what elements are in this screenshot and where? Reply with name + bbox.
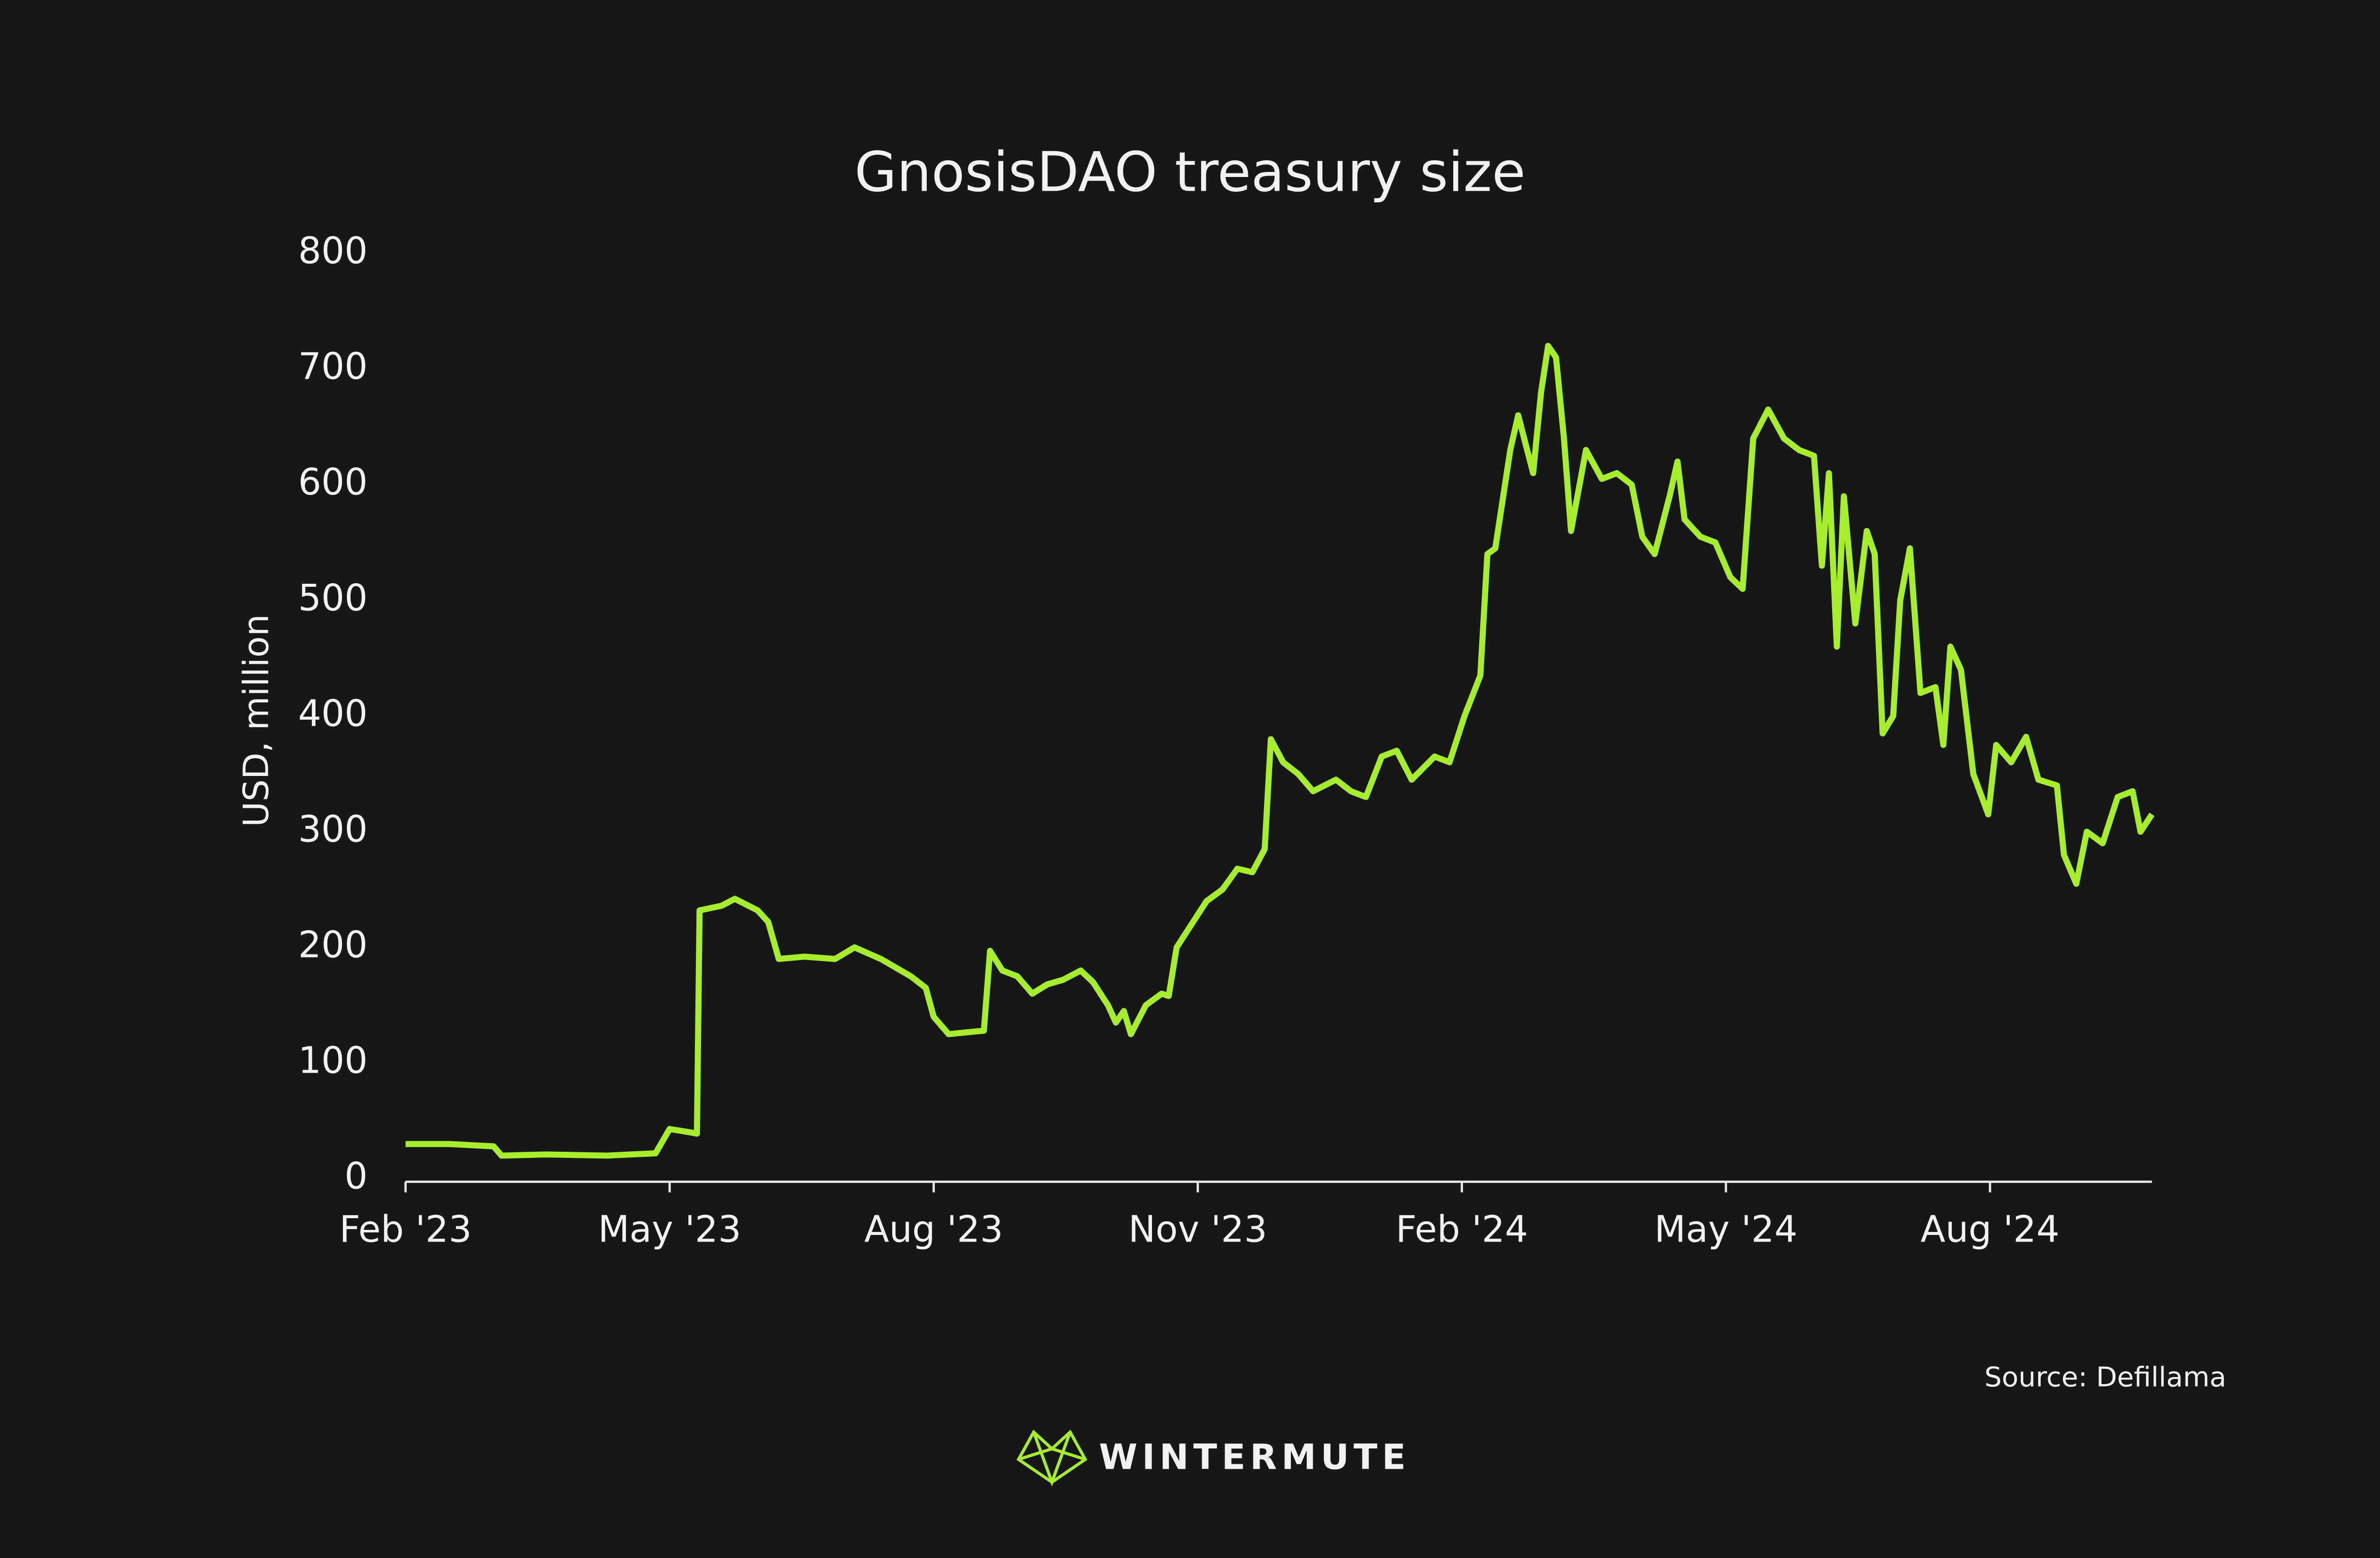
plot-area: 0 100 200 300 400 500 600 700 800 Feb '23 May '23 A… [298,229,2155,1250]
x-tick-label: Aug '23 [864,1208,1003,1250]
x-tick-label: Nov '23 [1128,1208,1267,1250]
y-tick-label: 100 [298,1039,368,1082]
y-tick-label: 500 [298,576,368,619]
y-tick-label: 600 [298,461,368,503]
brand-logo [1017,1429,1088,1487]
x-tick-label: May '24 [1654,1208,1797,1250]
logo-lines [1032,1431,1072,1487]
y-tick-label: 0 [344,1155,368,1197]
x-tick-label: Feb '23 [339,1208,472,1250]
x-tick-label: Feb '24 [1395,1208,1528,1250]
y-axis-label: USD, million [236,614,276,827]
data-line [405,343,2155,1159]
y-tick-label: 300 [298,807,368,850]
logo-lines [1018,1447,1086,1461]
x-tick-label: May '23 [598,1208,741,1250]
source-note: Source: Defillama [1984,1361,2226,1393]
brand-name: WINTERMUTE [1099,1437,1411,1478]
chart-title: GnosisDAO treasury size [854,140,1525,204]
y-tick-label: 400 [298,692,368,734]
y-tick-label: 200 [298,924,368,966]
y-tick-label: 700 [298,345,368,387]
y-tick-label: 800 [298,229,368,272]
x-tick-label: Aug '24 [1920,1208,2059,1250]
